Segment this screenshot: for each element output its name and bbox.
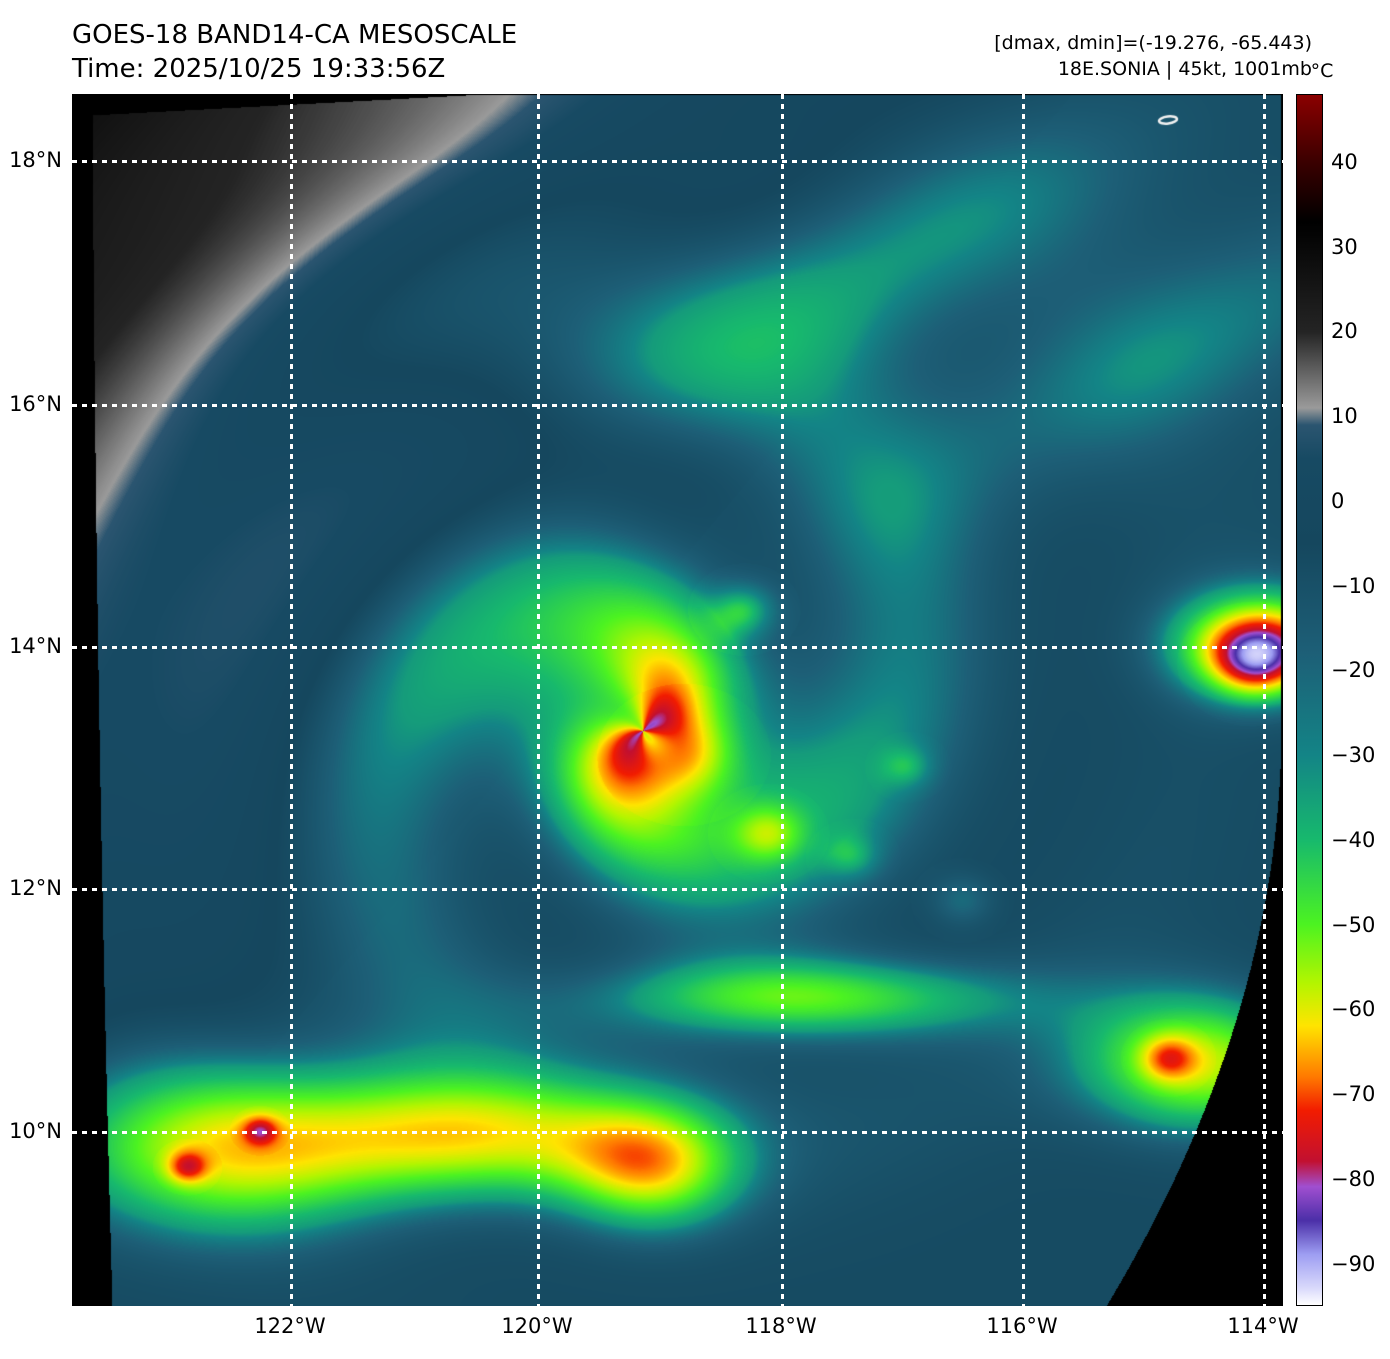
colorbar-tick-10: 10 [1331, 404, 1358, 429]
dmax-dmin-readout: [dmax, dmin]=(-19.276, -65.443) [994, 32, 1312, 54]
lat-label-12: 12°N [9, 876, 62, 900]
colorbar-tick-neg50: −50 [1331, 912, 1376, 937]
colorbar-tick-neg60: −60 [1331, 997, 1376, 1022]
colorbar-tick-20: 20 [1331, 319, 1358, 344]
colorbar-unit-label: °C [1310, 60, 1334, 82]
colorbar-tick-neg90: −90 [1331, 1251, 1376, 1276]
colorbar-tick-40: 40 [1331, 149, 1358, 174]
lat-label-18: 18°N [9, 148, 62, 172]
colorbar-tick-neg40: −40 [1331, 827, 1376, 852]
storm-info-readout: 18E.SONIA | 45kt, 1001mb [1057, 58, 1312, 80]
colorbar-tick-30: 30 [1331, 234, 1358, 259]
colorbar [1296, 94, 1323, 1306]
lon-label-114: 114°W [1227, 1314, 1299, 1338]
lat-label-14: 14°N [9, 634, 62, 658]
colorbar-tick-neg10: −10 [1331, 573, 1376, 598]
lon-label-122: 122°W [254, 1314, 326, 1338]
colorbar-tick-neg30: −30 [1331, 743, 1376, 768]
satellite-image-plot: Copyright © 2020-2025 Dapiya [72, 94, 1283, 1306]
satellite-ir-heatmap [72, 94, 1283, 1306]
colorbar-tick-0: 0 [1331, 488, 1345, 513]
lat-label-10: 10°N [9, 1119, 62, 1143]
metadata-block: [dmax, dmin]=(-19.276, -65.443) 18E.SONI… [994, 30, 1312, 82]
colorbar-tick-neg70: −70 [1331, 1082, 1376, 1107]
lon-label-120: 120°W [501, 1314, 573, 1338]
observation-time: Time: 2025/10/25 19:33:56Z [72, 54, 446, 84]
page-title: GOES-18 BAND14-CA MESOSCALE Time: 2025/1… [72, 18, 772, 86]
lon-label-118: 118°W [745, 1314, 817, 1338]
colorbar-gradient [1297, 95, 1322, 1305]
lat-label-16: 16°N [9, 392, 62, 416]
colorbar-tick-neg20: −20 [1331, 658, 1376, 683]
colorbar-tick-neg80: −80 [1331, 1166, 1376, 1191]
product-title: GOES-18 BAND14-CA MESOSCALE [72, 20, 518, 50]
lon-label-116: 116°W [986, 1314, 1058, 1338]
